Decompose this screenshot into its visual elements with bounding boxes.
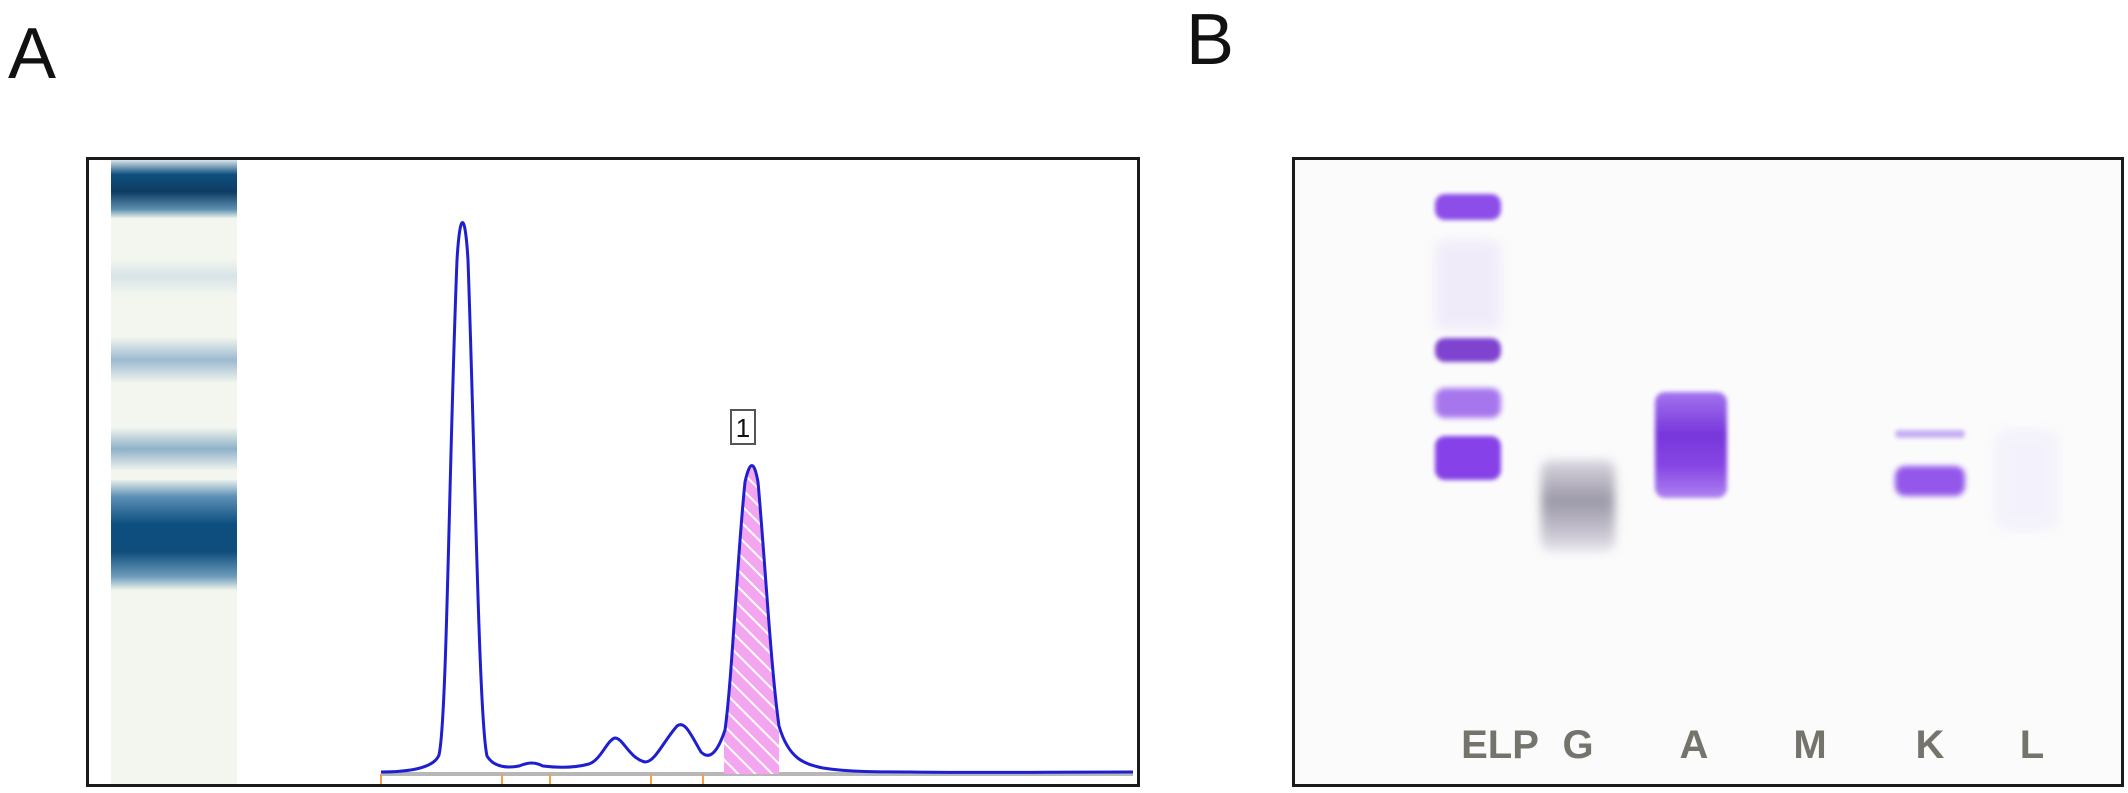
densitometry-curve — [380, 221, 1134, 774]
gel-lane-k — [1895, 430, 1965, 500]
elp-band-alpha2 — [1435, 338, 1501, 362]
immunofixation-gel-panel: ELP G A M K L — [1292, 157, 2124, 787]
panel-a-letter: A — [8, 14, 57, 94]
elp-band-smear — [1435, 240, 1501, 330]
lane-label-k: K — [1915, 723, 1945, 767]
fraction-ticks — [380, 774, 704, 784]
peak-marker-label: 1 — [736, 413, 750, 443]
m-spike-area — [724, 465, 779, 774]
gel-lane-l — [1995, 430, 2059, 530]
elp-band-albumin — [1435, 194, 1501, 220]
electrophoresis-strip — [111, 160, 237, 784]
densitometry-panel: 1 — [86, 157, 1140, 787]
densitometry-trace-svg: 1 — [380, 221, 1134, 784]
strip-band-beta — [111, 428, 237, 470]
lane-label-a: A — [1679, 723, 1709, 767]
peak-marker-box — [730, 409, 756, 445]
gel-lane-g — [1541, 460, 1615, 552]
k-lane-faint-band — [1895, 430, 1965, 438]
elp-band-spike — [1435, 436, 1501, 480]
gel-lane-elp — [1435, 160, 1501, 580]
strip-band-alpha2 — [111, 338, 237, 382]
lane-label-elp: ELP — [1461, 723, 1539, 767]
l-lane-faint — [1995, 430, 2059, 530]
a-lane-band — [1655, 392, 1727, 498]
lane-label-m: M — [1793, 723, 1827, 767]
lane-label-g: G — [1562, 723, 1594, 767]
strip-band-gamma-spike — [111, 480, 237, 590]
gel-lane-a — [1655, 392, 1727, 498]
g-lane-smear — [1541, 460, 1615, 552]
elp-band-beta — [1435, 388, 1501, 418]
lane-label-l: L — [2019, 723, 2045, 767]
strip-band-faint — [111, 260, 237, 294]
strip-band-albumin — [111, 160, 237, 218]
panel-b-letter: B — [1186, 0, 1235, 80]
k-lane-band — [1895, 466, 1965, 496]
